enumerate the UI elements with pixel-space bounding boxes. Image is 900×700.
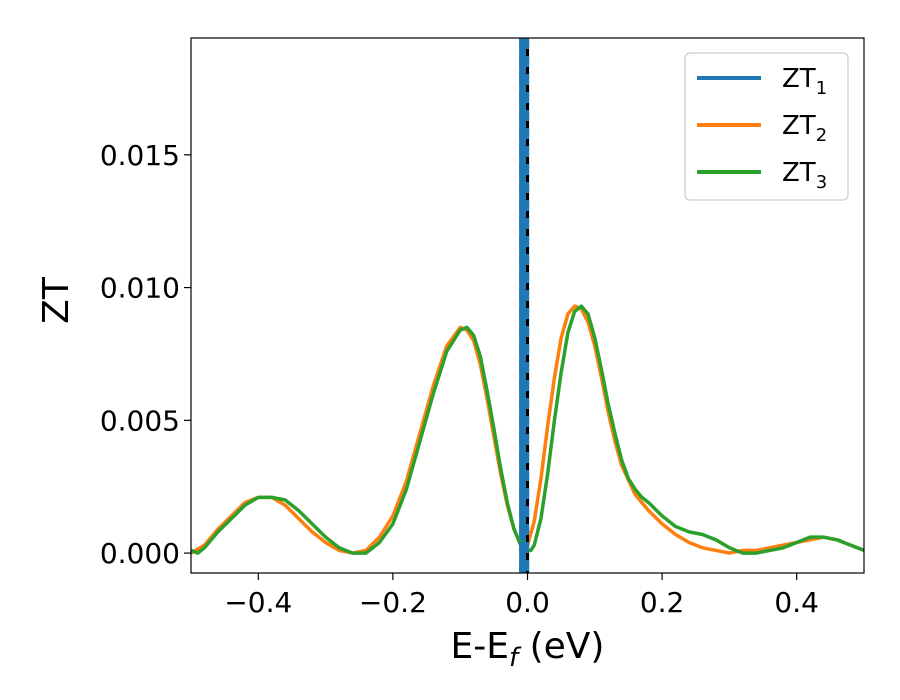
- x-tick-label: −0.2: [359, 586, 427, 619]
- plot-area: [191, 38, 864, 573]
- legend-label-1: ZT1: [782, 64, 827, 99]
- y-axis-label: ZT: [36, 276, 77, 324]
- x-axis-label: E-Ef (eV): [451, 626, 605, 673]
- y-tick-label: 0.015: [100, 139, 180, 172]
- x-tick-label: 0.0: [505, 586, 550, 619]
- x-tick-label: 0.4: [774, 586, 819, 619]
- y-tick-label: 0.000: [100, 537, 180, 570]
- y-tick-label: 0.010: [100, 272, 180, 305]
- axes: −0.4 −0.2 0.0 0.2 0.4 0.000 0.005 0.010 0.015 E-E…: [36, 37, 865, 673]
- series-3-line: [191, 304, 864, 555]
- legend-box: [684, 52, 849, 201]
- y-tick-label: 0.005: [100, 404, 180, 437]
- legend-label-2: ZT2: [782, 111, 827, 146]
- series-2-line: [191, 304, 864, 555]
- legend: ZT1 ZT2 ZT3: [684, 52, 849, 201]
- x-tick-label: −0.4: [224, 586, 292, 619]
- legend-label-3: ZT3: [782, 158, 827, 193]
- x-tick-label: 0.2: [640, 586, 685, 619]
